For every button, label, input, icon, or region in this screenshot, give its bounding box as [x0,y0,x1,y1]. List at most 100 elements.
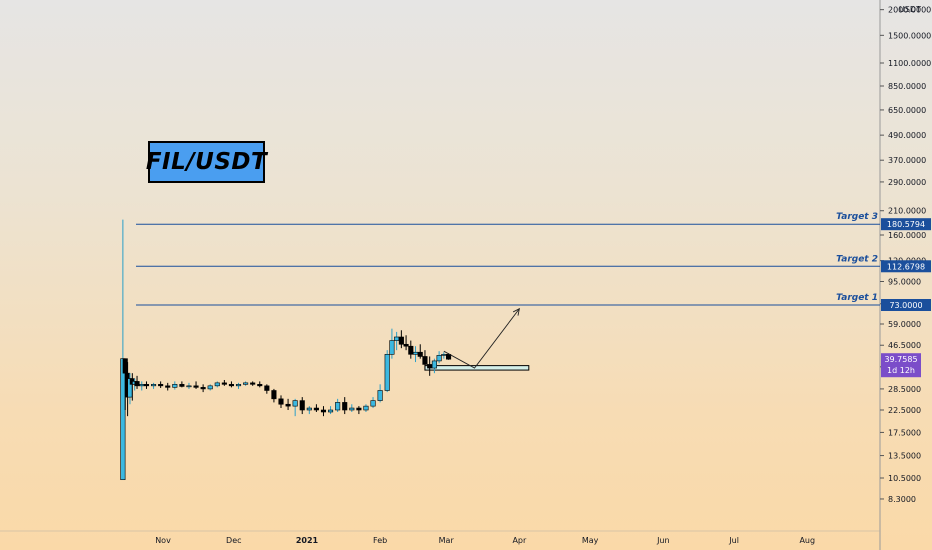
candle-body [186,385,192,388]
y-tick-label: 2000.0000 [888,6,931,15]
x-tick-label: Jul [728,536,739,545]
candle-body [427,364,433,369]
y-tick-label: 59.0000 [888,320,921,329]
candle-body [285,403,291,407]
y-tick-label: 10.5000 [888,474,921,483]
candle-body [403,343,409,347]
candle-body [278,398,284,405]
candle-body [370,400,376,407]
candle-body [363,405,369,411]
y-tick-label: 22.5000 [888,406,921,415]
candle-body [422,356,428,365]
candle-body [193,385,199,388]
y-tick-label: 28.5000 [888,385,921,394]
y-tick-label: 46.5000 [888,341,921,350]
candle-body [122,358,128,374]
x-tick-label: Feb [373,536,387,545]
candle-body [292,400,298,407]
candle-body [431,360,437,369]
target-label: Target 2 [836,254,878,264]
candle-body [165,385,171,388]
y-tick-label: 850.0000 [888,82,926,91]
support-zone [424,365,530,371]
x-tick-label: Dec [226,536,241,545]
candle-body [264,385,270,391]
candle-body [335,402,341,411]
candle-body [328,409,334,413]
x-tick-label: Aug [799,536,815,545]
x-tick-label: Nov [155,536,171,545]
candle-body [179,384,185,387]
candle-body [271,390,277,400]
target-label: Target 1 [836,293,878,303]
candle-body [446,354,452,360]
x-tick-label: May [582,536,599,545]
x-tick-label: Apr [512,536,527,545]
candle-body [356,407,362,411]
candle-body [436,355,442,362]
target-price-badge [881,260,931,273]
current-price-text: 39.7585 [884,355,917,364]
candle-body [257,384,263,387]
target-price-badge [881,218,931,231]
candle-body [349,407,355,411]
candle-body [172,384,178,388]
candle-body [394,336,400,341]
y-tick-label: 8.3000 [888,495,916,504]
candle-body [243,382,249,385]
candle-body [235,384,242,387]
y-tick-label: 290.0000 [888,178,926,187]
candle-body [306,407,312,411]
target-label: Target 3 [836,212,878,222]
candle-body [139,384,145,387]
y-tick-label: 17.5000 [888,428,921,437]
target-price-badge [881,299,931,311]
current-price-badge [881,353,921,378]
candle-body [151,384,157,387]
candle-body [412,351,419,355]
y-tick-label: 490.0000 [888,131,926,140]
candle-body [158,384,164,387]
candle-body [313,407,319,411]
y-tick-label: 370.0000 [888,156,926,165]
y-tick-label: 95.0000 [888,277,921,286]
candle-body [408,345,414,355]
y-tick-label: 160.0000 [888,231,926,240]
currency-label: USDT [899,5,921,14]
projection-arrowhead [512,307,520,316]
candle-body [398,336,404,345]
candle-body [143,384,150,387]
candle-body [207,385,213,390]
symbol-title-box: FIL/USDT [146,141,267,183]
candle-body [120,358,126,481]
target-price-text: 73.0000 [889,301,922,310]
y-tick-label: 210.0000 [888,207,926,216]
candle-countdown-text: 1d 12h [887,366,915,375]
candle-body [221,382,227,385]
projection-path [443,308,520,369]
candle-body [377,390,383,401]
candle-body [200,387,206,390]
x-tick-label: 2021 [296,536,319,545]
y-tick-label: 13.5000 [888,452,921,461]
candle-body [384,354,390,391]
target-price-text: 112.6798 [887,262,925,271]
y-tick-label: 650.0000 [888,106,926,115]
candle-body [214,382,220,387]
candle-body [417,351,423,357]
y-tick-label: 1100.0000 [888,59,931,68]
x-tick-label: Jun [656,536,670,545]
candle-body [134,381,140,387]
x-tick-label: Mar [439,536,455,545]
candle-body [320,409,327,413]
target-price-text: 180.5794 [887,220,925,229]
candle-body [389,340,395,355]
candle-body [228,384,234,387]
candle-body [441,354,447,356]
candle-body [250,382,256,385]
candle-body [299,400,305,411]
candle-body [342,402,348,411]
y-tick-label: 1500.0000 [888,31,931,40]
